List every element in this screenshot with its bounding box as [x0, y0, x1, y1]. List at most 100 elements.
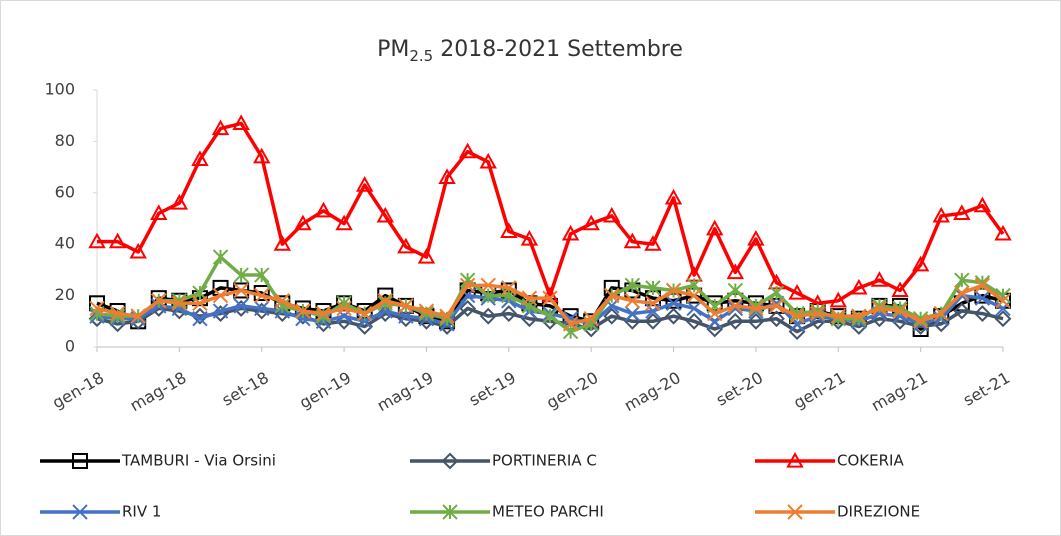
data-point — [192, 311, 208, 327]
legend-marker — [442, 504, 458, 520]
data-point — [459, 300, 477, 317]
data-point — [973, 305, 991, 323]
data-point — [295, 303, 311, 319]
data-point — [912, 311, 929, 327]
data-point — [233, 298, 249, 314]
data-point — [521, 290, 538, 306]
data-point — [191, 150, 209, 166]
data-point — [170, 194, 189, 210]
data-point — [727, 298, 744, 314]
y-tick-label: 0 — [65, 337, 75, 356]
legend-label: METEO PARCHI — [492, 503, 604, 521]
data-point — [232, 114, 250, 131]
data-point — [645, 303, 661, 319]
title-subscript: 2.5 — [409, 47, 433, 65]
y-tick-label: 80 — [55, 131, 75, 150]
data-point — [582, 214, 600, 231]
data-point — [953, 204, 971, 220]
legend-marker — [441, 452, 459, 470]
data-point — [479, 152, 497, 169]
data-point — [995, 300, 1011, 317]
data-point — [604, 287, 620, 304]
data-point — [851, 308, 867, 324]
data-point — [664, 188, 683, 205]
data-point — [624, 293, 641, 309]
data-point — [212, 249, 229, 265]
data-point — [665, 295, 682, 312]
data-point — [273, 235, 292, 251]
data-point — [397, 237, 415, 254]
data-point — [829, 291, 847, 308]
data-point — [623, 232, 642, 249]
series — [89, 277, 1011, 332]
data-point — [809, 305, 826, 322]
data-point — [727, 282, 744, 299]
data-point — [439, 308, 455, 324]
data-point — [644, 235, 662, 251]
data-point — [974, 277, 991, 294]
data-point — [995, 293, 1011, 309]
legend-marker — [72, 453, 88, 469]
data-point — [748, 300, 764, 317]
data-point — [417, 247, 436, 264]
legend-label: TAMBURI - Via Orsini — [121, 452, 276, 470]
data-point — [933, 305, 949, 322]
data-point — [520, 230, 539, 246]
data-point — [336, 308, 352, 324]
chart-title: PM2.5 2018-2021 Settembre — [377, 37, 683, 65]
data-point — [974, 290, 991, 306]
data-point — [233, 282, 249, 299]
data-point — [335, 214, 353, 231]
data-point — [171, 293, 188, 309]
data-point — [356, 318, 374, 335]
data-point — [458, 142, 477, 159]
data-point — [398, 298, 414, 314]
data-point — [233, 267, 249, 283]
data-point — [542, 308, 558, 324]
data-point — [850, 278, 868, 295]
data-point — [644, 312, 662, 330]
data-point — [788, 283, 806, 300]
data-point — [562, 323, 579, 340]
data-point — [624, 277, 641, 294]
data-point — [150, 204, 168, 220]
data-point — [355, 176, 374, 192]
data-point — [830, 308, 846, 324]
data-point — [542, 290, 558, 306]
data-point — [356, 305, 373, 322]
data-point — [686, 300, 702, 317]
data-point — [932, 206, 950, 223]
data-point — [130, 308, 146, 324]
data-point — [994, 224, 1012, 241]
y-tick-label: 100 — [44, 80, 75, 99]
data-point — [645, 295, 661, 312]
data-point — [479, 307, 497, 325]
data-point — [562, 316, 579, 332]
data-point — [707, 313, 723, 330]
data-point — [892, 303, 908, 319]
data-point — [109, 305, 126, 322]
data-point — [789, 305, 805, 322]
data-point — [685, 312, 703, 330]
data-point — [953, 302, 971, 320]
data-point — [89, 300, 105, 317]
data-point — [480, 277, 496, 294]
data-point — [418, 303, 435, 319]
data-point — [254, 267, 270, 283]
data-point — [377, 293, 393, 309]
data-point — [707, 305, 723, 322]
data-point — [294, 214, 312, 231]
data-point — [727, 300, 744, 317]
data-point — [356, 313, 373, 330]
data-point — [603, 206, 621, 223]
legend-label: RIV 1 — [122, 503, 161, 521]
data-point — [315, 305, 332, 322]
data-point — [686, 287, 702, 304]
data-point — [870, 271, 889, 287]
data-point — [501, 280, 517, 296]
data-point — [561, 224, 580, 241]
legend-marker — [787, 504, 803, 520]
legend-label: PORTINERIA C — [492, 452, 597, 470]
data-point — [108, 232, 127, 249]
